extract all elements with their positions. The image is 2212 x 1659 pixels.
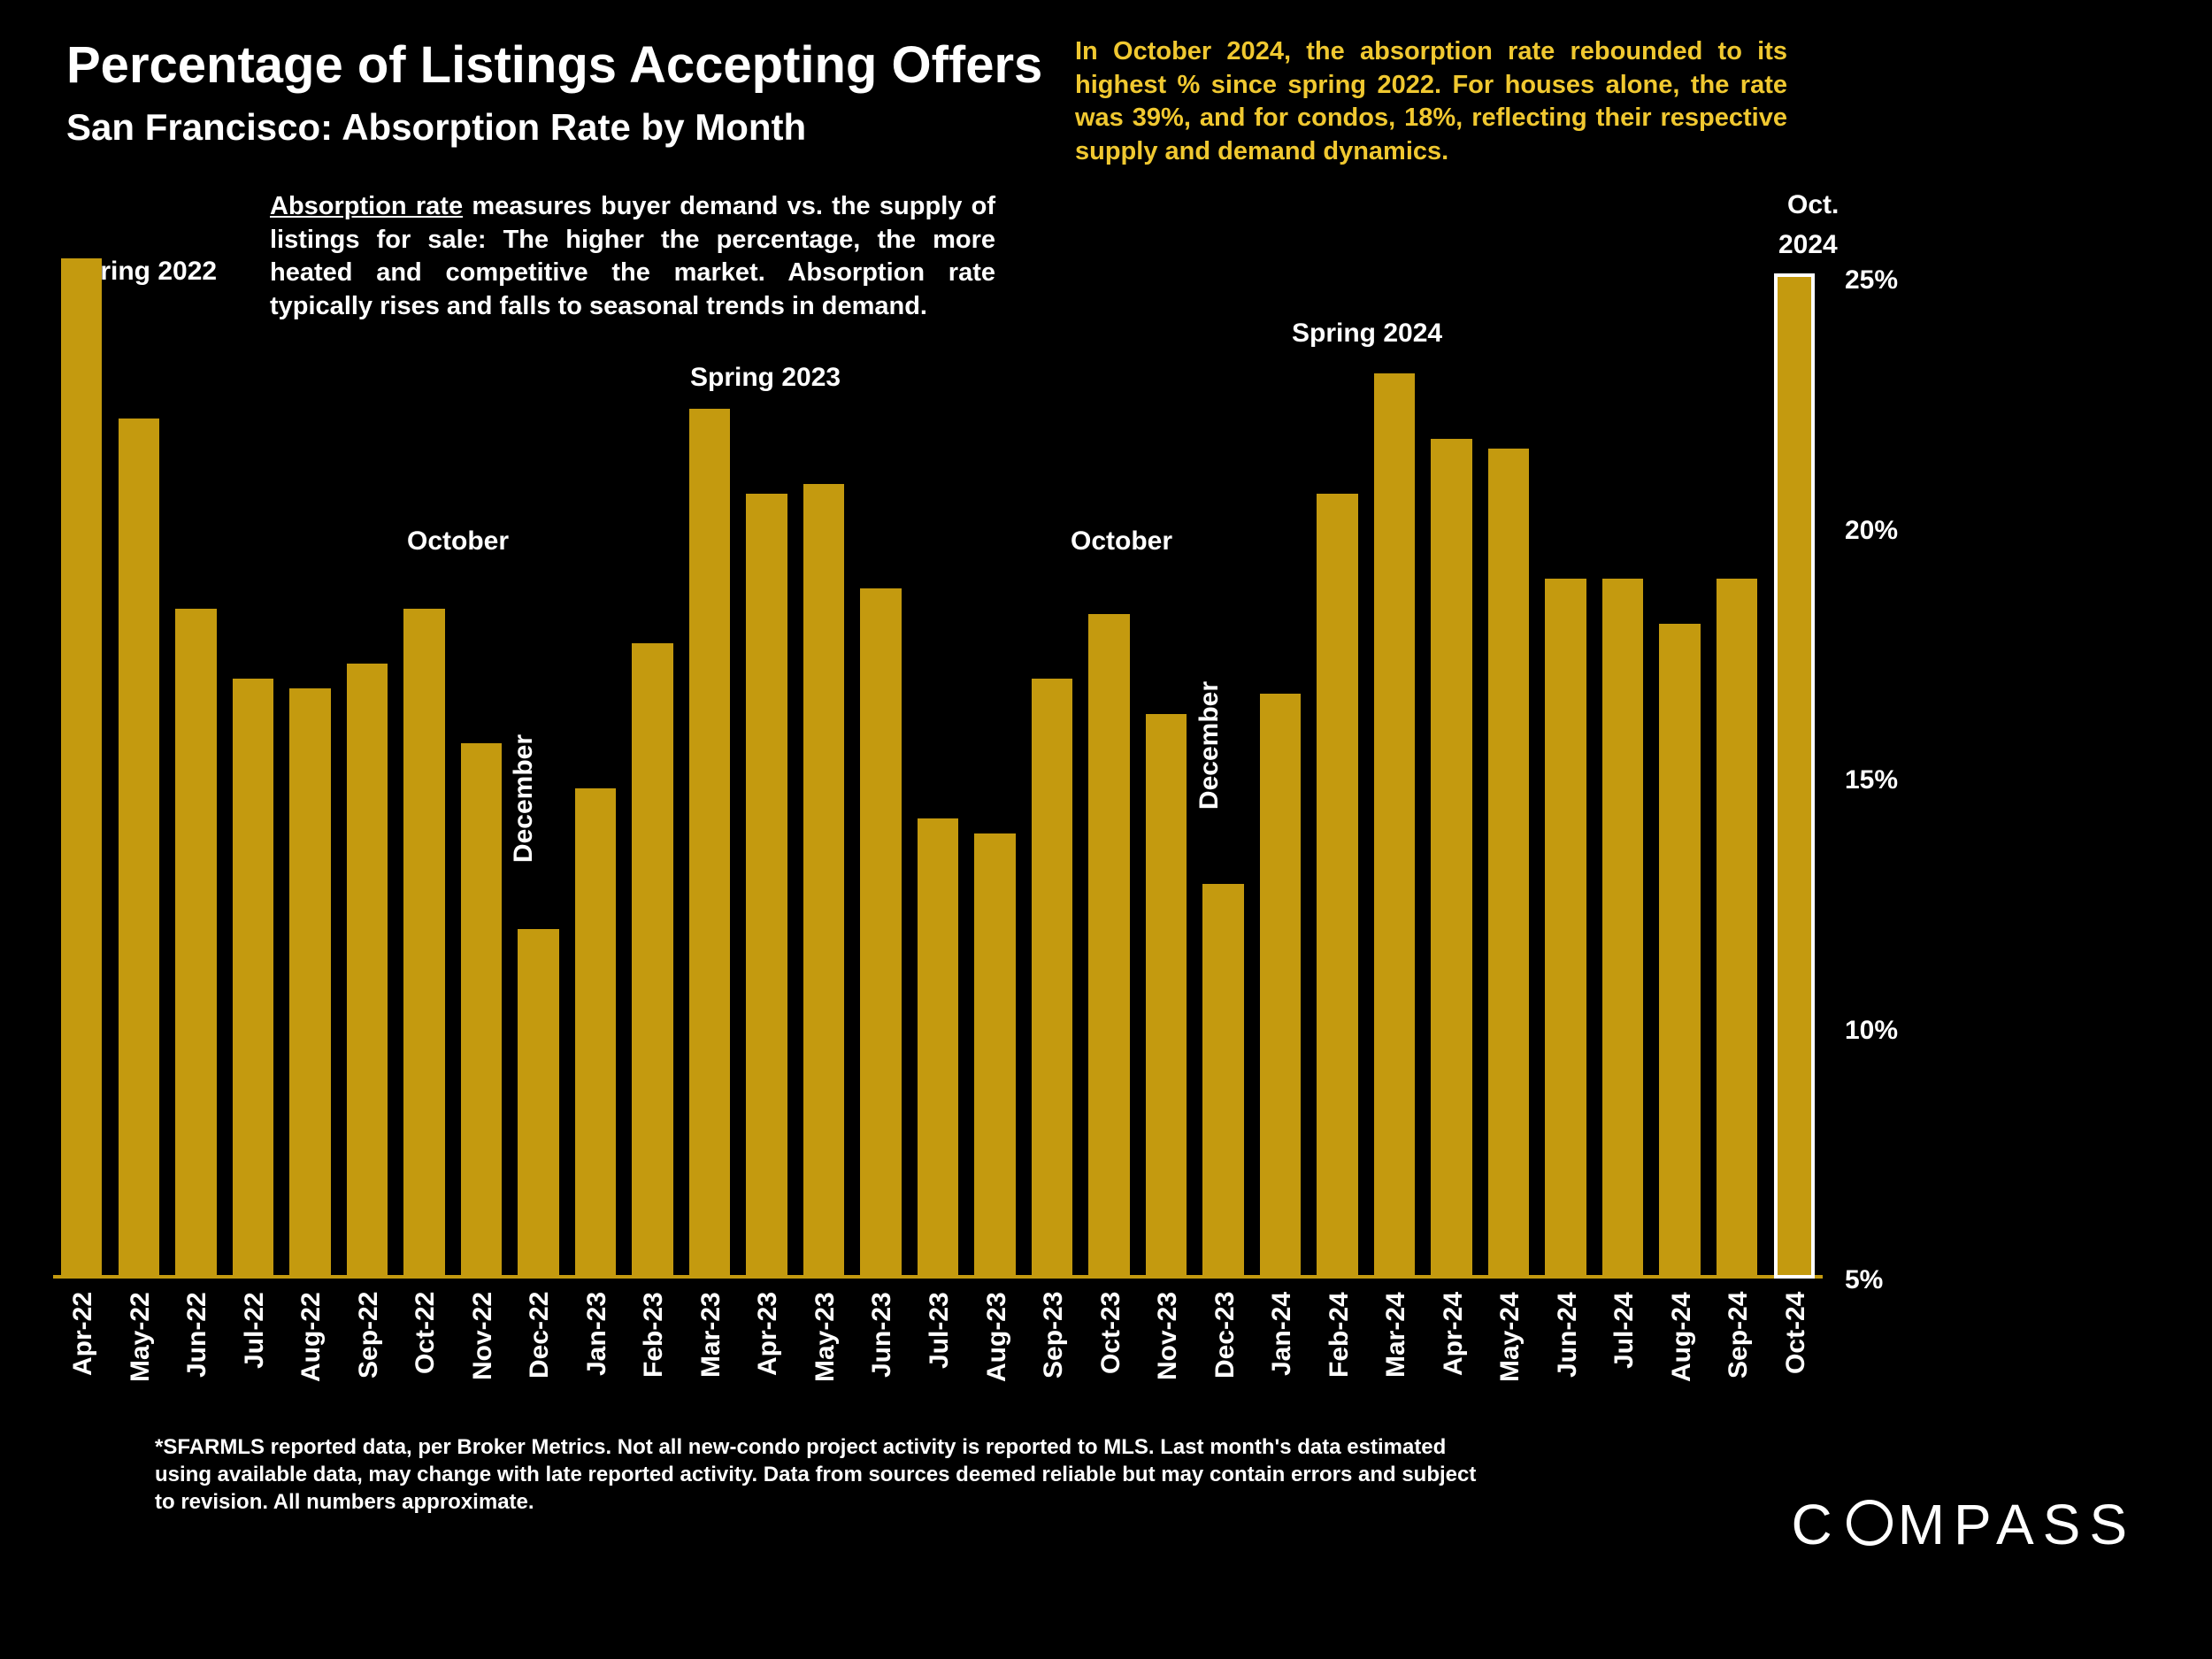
- x-axis-label: Jul-23: [925, 1292, 955, 1420]
- chart-annotation: Oct.: [1787, 190, 1839, 220]
- bar: [974, 833, 1015, 1279]
- bar: [461, 743, 502, 1279]
- x-axis-label: Apr-23: [753, 1292, 783, 1420]
- slide: Percentage of Listings Accepting Offers …: [0, 0, 2212, 1659]
- x-axis-label: Aug-23: [982, 1292, 1012, 1420]
- x-axis-label: Jun-23: [867, 1292, 897, 1420]
- bar: [119, 419, 159, 1279]
- bar: [1202, 884, 1243, 1279]
- bar: [1602, 579, 1643, 1279]
- bar: [233, 679, 273, 1279]
- summary-text: In October 2024, the absorption rate reb…: [1075, 35, 1787, 169]
- x-axis-label: Jul-24: [1609, 1292, 1640, 1420]
- bar: [803, 484, 844, 1279]
- bar: [403, 609, 444, 1279]
- x-axis-label: Jul-22: [240, 1292, 270, 1420]
- bar: [575, 788, 616, 1279]
- x-axis-label: Dec-22: [525, 1292, 555, 1420]
- x-axis-label: Jan-24: [1267, 1292, 1297, 1420]
- bar: [1488, 449, 1529, 1279]
- bar: [1088, 614, 1129, 1279]
- bar: [61, 258, 102, 1279]
- bar: [918, 818, 958, 1279]
- chart-annotation: 2024: [1778, 230, 1838, 260]
- x-axis-label: Apr-24: [1439, 1292, 1469, 1420]
- bar: [1032, 679, 1072, 1279]
- bar: [1431, 439, 1471, 1279]
- bar: [1774, 273, 1815, 1279]
- bar: [347, 664, 388, 1279]
- x-axis-label: Sep-22: [354, 1292, 384, 1420]
- x-axis-label: Sep-24: [1724, 1292, 1754, 1420]
- x-axis-label: Oct-22: [411, 1292, 441, 1420]
- bar: [1545, 579, 1586, 1279]
- compass-circle-icon: [1847, 1500, 1893, 1546]
- footnote: *SFARMLS reported data, per Broker Metri…: [155, 1433, 1500, 1517]
- y-axis-label: 25%: [1845, 265, 1898, 296]
- bar: [518, 929, 558, 1279]
- bar: [1659, 624, 1700, 1279]
- x-axis-label: Nov-22: [468, 1292, 498, 1420]
- x-axis-label: Oct-23: [1096, 1292, 1126, 1420]
- definition-lead: Absorption rate: [270, 192, 463, 220]
- y-axis-label: 5%: [1845, 1265, 1883, 1295]
- x-axis-label: Jan-23: [582, 1292, 612, 1420]
- bar: [632, 643, 672, 1279]
- x-axis-label: Sep-23: [1039, 1292, 1069, 1420]
- x-axis-label: Feb-23: [639, 1292, 669, 1420]
- y-axis-label: 15%: [1845, 765, 1898, 795]
- x-axis-label: Mar-24: [1381, 1292, 1411, 1420]
- bar: [746, 494, 787, 1279]
- y-axis-label: 10%: [1845, 1016, 1898, 1046]
- bar: [1717, 579, 1757, 1279]
- x-axis-label: Feb-24: [1325, 1292, 1355, 1420]
- x-axis-label: Apr-22: [68, 1292, 98, 1420]
- x-axis-label: Mar-23: [696, 1292, 726, 1420]
- bar: [1374, 373, 1415, 1279]
- brand-logo: C MPASS: [1791, 1492, 2136, 1557]
- bar: [1146, 714, 1187, 1279]
- x-axis-label: Jun-22: [182, 1292, 212, 1420]
- chart-area: Apr-22May-22Jun-22Jul-22Aug-22Sep-22Oct-…: [53, 279, 1823, 1349]
- brand-rest: MPASS: [1898, 1492, 2136, 1557]
- chart-plot: [53, 279, 1823, 1279]
- bar: [860, 588, 901, 1279]
- bar: [1260, 694, 1301, 1279]
- x-axis-label: May-23: [810, 1292, 841, 1420]
- bar: [689, 409, 730, 1279]
- x-axis-label: Aug-22: [296, 1292, 326, 1420]
- bar: [175, 609, 216, 1279]
- x-axis-label: May-22: [126, 1292, 156, 1420]
- chart-subtitle: San Francisco: Absorption Rate by Month: [66, 106, 806, 149]
- bar: [289, 688, 330, 1279]
- x-axis-label: Nov-23: [1153, 1292, 1183, 1420]
- x-axis-label: Aug-24: [1667, 1292, 1697, 1420]
- bar: [1317, 494, 1357, 1279]
- x-axis-label: Oct-24: [1781, 1292, 1811, 1420]
- chart-title: Percentage of Listings Accepting Offers: [66, 35, 1042, 95]
- y-axis-label: 20%: [1845, 516, 1898, 546]
- x-axis-label: May-24: [1495, 1292, 1525, 1420]
- x-axis-label: Dec-23: [1210, 1292, 1240, 1420]
- x-axis-label: Jun-24: [1553, 1292, 1583, 1420]
- brand-c: C: [1791, 1492, 1840, 1557]
